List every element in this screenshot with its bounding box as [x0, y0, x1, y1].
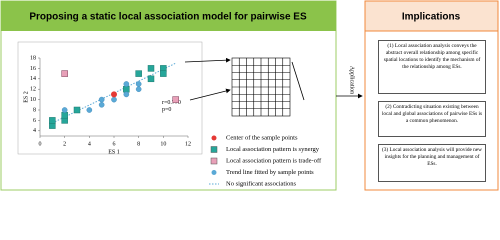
stat-label: r=0.770	[162, 100, 181, 106]
sample-point	[111, 96, 117, 103]
right-panel	[364, 0, 499, 191]
synergy-point	[147, 75, 155, 83]
implication-box: (2) Contradicting situation existing bet…	[378, 101, 486, 137]
arrow	[189, 88, 231, 101]
page: Proposing a static local association mod…	[0, 0, 500, 192]
x-tick-label: 0	[39, 141, 42, 147]
synergy-point	[123, 85, 130, 93]
sample-point	[123, 91, 130, 98]
plot-frame	[17, 41, 203, 155]
legend-icon	[211, 135, 217, 141]
sample-point	[86, 107, 93, 113]
y-axis-label: ES 2	[23, 91, 29, 103]
legend: Center of the sample points Local associa…	[209, 134, 322, 187]
synergy-point	[160, 70, 167, 77]
x-tick-label: 4	[88, 141, 91, 147]
x-tick-label: 10	[160, 141, 166, 147]
sample-point	[135, 81, 142, 87]
x-axis-label: ES 1	[108, 149, 120, 155]
legend-label: Center of the sample points	[226, 134, 298, 141]
y-tick-label: 8	[33, 107, 36, 113]
legend-label: Local association pattern is synergy	[226, 146, 320, 153]
legend-label: Local association pattern is trade-off	[226, 157, 322, 164]
tradeoff-point	[172, 96, 179, 103]
application-label: Application	[349, 66, 355, 94]
synergy-point	[135, 70, 142, 77]
legend-icon	[210, 157, 218, 165]
y-tick-label: 18	[30, 55, 36, 61]
right-title: Implications	[402, 12, 461, 23]
sample-point	[135, 86, 142, 92]
y-tick-label: 4	[33, 128, 36, 134]
y-tick-label: 16	[30, 66, 36, 72]
sample-point	[123, 81, 130, 87]
trend-line	[52, 62, 176, 124]
right-header	[364, 0, 499, 32]
x-tick-label: 8	[137, 141, 140, 147]
synergy-point	[61, 111, 68, 119]
sample-point	[98, 96, 105, 103]
left-title: Proposing a static local association mod…	[29, 12, 307, 23]
arrow	[184, 57, 231, 63]
sample-point	[61, 107, 68, 113]
stat-label: p=0	[162, 107, 171, 113]
raster-grid	[231, 57, 291, 117]
synergy-point	[49, 117, 56, 124]
y-tick-label: 12	[30, 87, 36, 93]
sample-point	[98, 102, 105, 108]
canvas: Proposing a static local association mod…	[0, 0, 499, 191]
x-tick-label: 2	[63, 141, 66, 147]
arrow	[291, 61, 305, 101]
x-tick-label: 6	[113, 141, 116, 147]
center-point	[111, 91, 117, 98]
left-header	[1, 1, 336, 31]
y-tick-label: 6	[33, 118, 36, 124]
synergy-point	[147, 65, 155, 72]
legend-icon	[210, 146, 218, 153]
x-tick-label: 12	[185, 141, 191, 147]
y-tick-label: 14	[30, 76, 36, 82]
legend-icon	[211, 170, 217, 175]
synergy-point	[73, 106, 81, 114]
implication-box: (3) Local association analysis will prov…	[378, 144, 486, 182]
y-tick-label: 10	[30, 97, 36, 103]
legend-label: Trend line fitted by sample points	[226, 169, 314, 176]
tradeoff-point	[61, 70, 68, 77]
legend-label: No significant associations	[226, 180, 297, 187]
implication-box: (1) Local association analysis conveys t…	[378, 40, 486, 94]
